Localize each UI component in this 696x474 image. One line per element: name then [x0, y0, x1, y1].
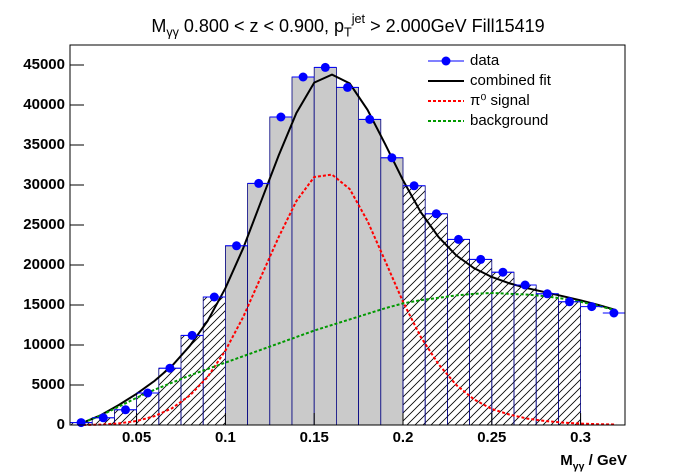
- histogram-bar: [313, 67, 337, 426]
- chart-title-part: γγ: [166, 26, 179, 40]
- data-point: [76, 418, 86, 428]
- fit-curve: [82, 291, 617, 424]
- y-tick-label: 25000: [23, 216, 65, 233]
- histogram-bar: [335, 87, 359, 426]
- x-tick-label: 0.2: [393, 429, 414, 446]
- histogram-bar: [380, 157, 404, 426]
- y-tick-label: 20000: [23, 256, 65, 273]
- histogram-bar: [535, 293, 559, 426]
- legend-label: π⁰ signal: [470, 92, 530, 109]
- x-axis-label: Mγγ / GeV: [560, 452, 627, 472]
- x-tick-label: 0.3: [570, 429, 591, 446]
- data-point: [387, 153, 397, 163]
- y-tick-label: 40000: [23, 96, 65, 113]
- legend-label: background: [470, 112, 548, 129]
- x-axis-label-part: γγ: [573, 460, 585, 472]
- legend-label: data: [470, 52, 500, 69]
- chart-title-part: T: [344, 26, 352, 40]
- data-point: [542, 289, 552, 299]
- y-tick-label: 10000: [23, 336, 65, 353]
- data-point: [232, 241, 241, 251]
- data-point: [520, 280, 530, 290]
- y-tick-label: 30000: [23, 176, 65, 193]
- histogram-bar: [224, 245, 248, 426]
- data-point: [298, 72, 308, 82]
- data-point: [365, 114, 375, 124]
- histogram-bar: [558, 301, 582, 426]
- data-point: [98, 413, 108, 423]
- data-point: [431, 209, 441, 219]
- fit-curve: [83, 173, 617, 426]
- data-point: [409, 181, 419, 191]
- x-axis-label-part: M: [560, 452, 573, 469]
- data-point: [121, 405, 130, 415]
- histogram-bar: [180, 334, 204, 426]
- data-point: [320, 62, 330, 72]
- legend-label: combined fit: [470, 72, 552, 89]
- data-point: [498, 267, 508, 277]
- histogram-bar: [402, 185, 426, 426]
- data-point: [276, 112, 286, 122]
- data-point: [343, 82, 352, 92]
- y-tick-label: 45000: [23, 56, 65, 73]
- histogram-bar: [424, 213, 448, 426]
- x-tick-label: 0.05: [122, 429, 151, 446]
- plot-frame: [69, 44, 626, 426]
- histogram-bar: [446, 238, 470, 426]
- data-point: [565, 297, 574, 307]
- x-tick-label: 0.15: [300, 429, 329, 446]
- histogram-bar: [491, 271, 515, 426]
- data-point: [209, 292, 219, 302]
- chart-title-part: > 2.000GeV Fill15419: [365, 16, 545, 36]
- chart-title-part: M: [151, 16, 166, 36]
- histogram-bar: [247, 182, 271, 426]
- y-tick-label: 15000: [23, 296, 65, 313]
- data-point: [143, 388, 153, 398]
- data-point: [454, 234, 463, 244]
- histogram-bar: [202, 296, 226, 426]
- histogram-bar: [469, 258, 493, 426]
- data-point: [187, 330, 197, 340]
- y-tick-label: 35000: [23, 136, 65, 153]
- histogram-bar: [269, 116, 293, 426]
- histogram-bar: [158, 367, 182, 426]
- chart-title-part: 0.800 < z < 0.900, p: [179, 16, 344, 36]
- histogram-bar: [358, 119, 382, 426]
- histogram-bar: [291, 76, 315, 426]
- legend-marker: [441, 56, 451, 66]
- data-point: [165, 363, 175, 373]
- data-point: [476, 254, 486, 264]
- x-tick-label: 0.25: [477, 429, 506, 446]
- y-tick-label: 5000: [32, 376, 65, 393]
- x-tick-label: 0.1: [215, 429, 236, 446]
- y-tick-label: 0: [57, 416, 65, 433]
- data-point: [254, 178, 264, 188]
- x-axis-label-part: / GeV: [584, 452, 627, 469]
- data-point: [587, 302, 597, 312]
- histogram-bar: [513, 284, 537, 426]
- data-point: [609, 308, 619, 318]
- chart-title: Mγγ 0.800 < z < 0.900, pTjet > 2.000GeV …: [151, 12, 544, 40]
- chart-title-part: jet: [351, 12, 366, 26]
